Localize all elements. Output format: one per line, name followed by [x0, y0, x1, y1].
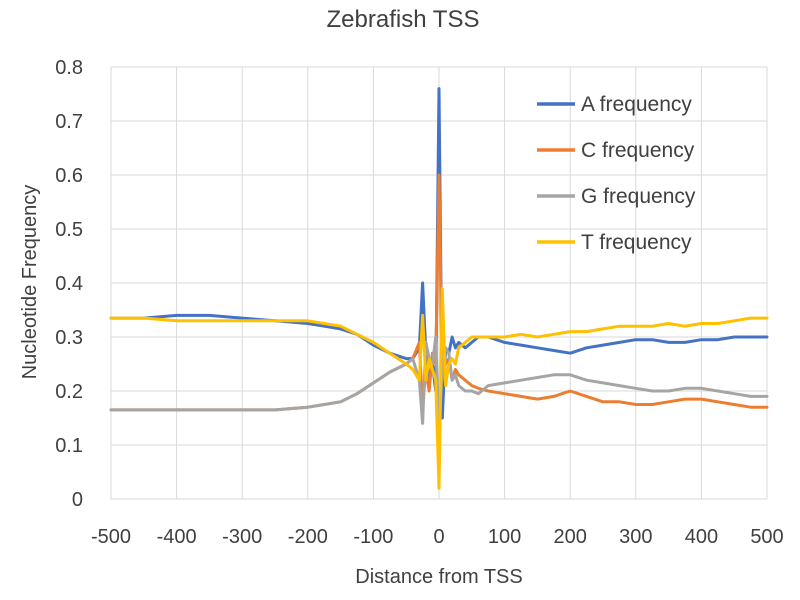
x-tick-label: -300: [222, 526, 262, 548]
series-line-g: [109, 335, 769, 436]
y-tick-label: 0.7: [55, 111, 83, 133]
x-tick-label: 400: [685, 526, 718, 548]
y-axis-label: Nucleotide Frequency: [19, 185, 41, 380]
series-lines: [109, 87, 769, 490]
legend-label: A frequency: [581, 93, 692, 116]
x-tick-label: 0: [433, 526, 444, 548]
axes: 0 0.1 0.2 0.3 0.4 0.5 0.6 0.7 0.8 -500 -400 -300 -20…: [55, 57, 784, 548]
y-tick-label: 0.4: [55, 273, 83, 295]
x-tick-label: 500: [750, 526, 783, 548]
y-tick-label: 0.6: [55, 165, 83, 187]
series-line-a: [109, 87, 769, 420]
x-tick-label: -100: [353, 526, 393, 548]
legend: A frequency C frequency G frequency T frequ…: [537, 93, 696, 254]
y-tick-label: 0.1: [55, 435, 83, 457]
x-axis-label: Distance from TSS: [355, 566, 522, 588]
x-tick-label: 100: [488, 526, 521, 548]
x-tick-label: 200: [554, 526, 587, 548]
legend-label: G frequency: [581, 185, 696, 208]
x-tick-label: -400: [157, 526, 197, 548]
y-tick-label: 0.2: [55, 381, 83, 403]
legend-label: T frequency: [581, 231, 692, 254]
y-tick-label: 0.5: [55, 219, 83, 241]
series-line-t: [109, 286, 769, 490]
x-tick-label: -200: [288, 526, 328, 548]
x-tick-label: 300: [619, 526, 652, 548]
chart-title: Zebrafish TSS: [327, 6, 480, 33]
x-tick-label: -500: [91, 526, 131, 548]
y-tick-label: 0.8: [55, 57, 83, 79]
legend-label: C frequency: [581, 139, 695, 162]
y-tick-label: 0.3: [55, 327, 83, 349]
y-tick-label: 0: [72, 489, 83, 511]
